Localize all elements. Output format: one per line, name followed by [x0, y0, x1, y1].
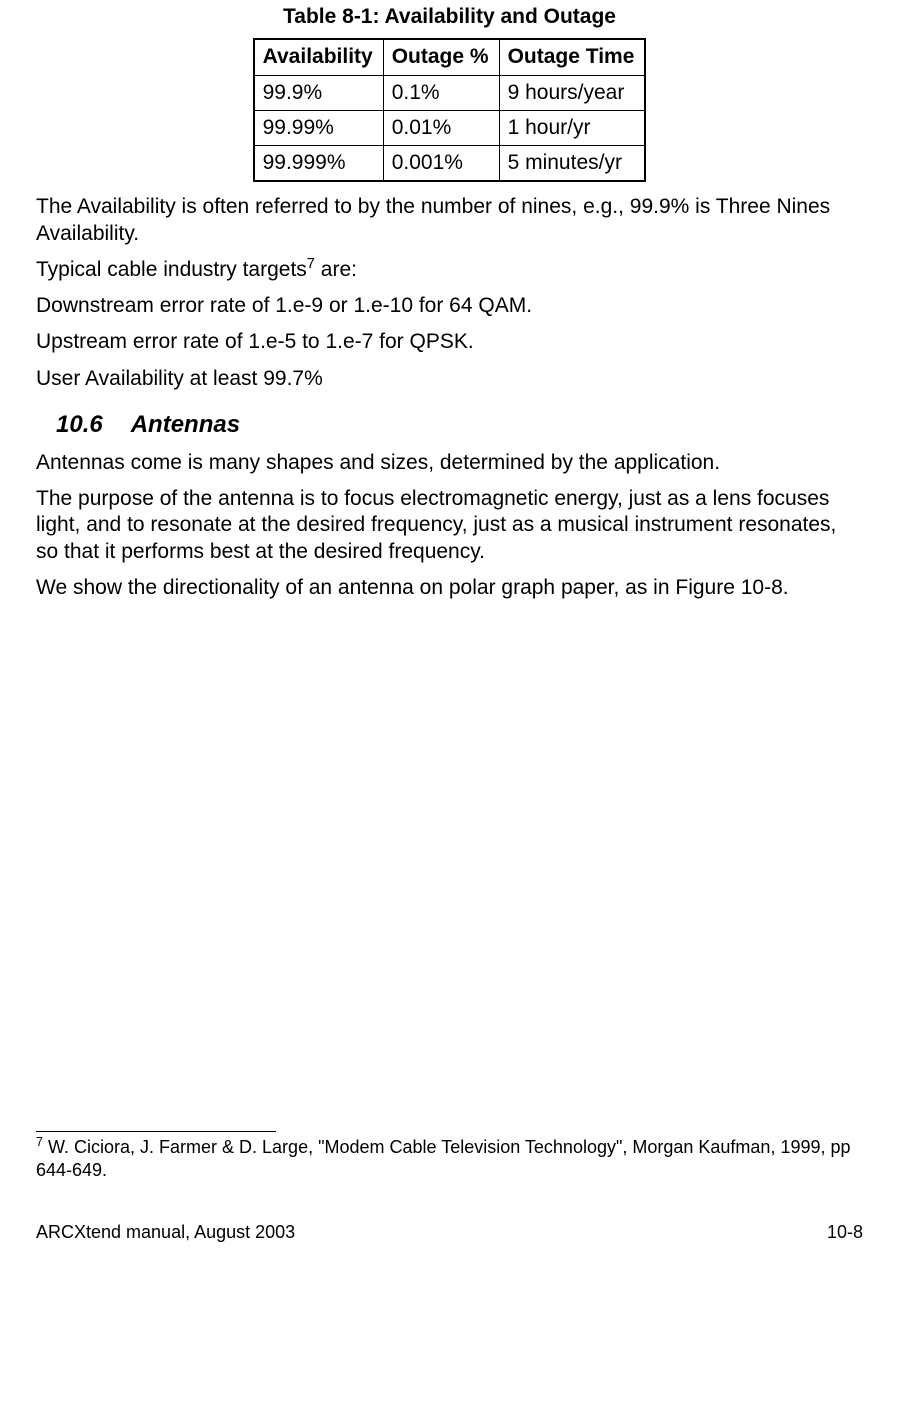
footnote-ref: 7 — [307, 256, 315, 272]
para-antennas-1: Antennas come is many shapes and sizes, … — [36, 450, 863, 476]
para-targets: Typical cable industry targets7 are: — [36, 257, 863, 283]
para-upstream: Upstream error rate of 1.e-5 to 1.e-7 fo… — [36, 329, 863, 355]
section-number: 10.6 — [56, 411, 103, 438]
cell: 5 minutes/yr — [499, 146, 645, 182]
col-outage-pct: Outage % — [383, 39, 499, 75]
para-antennas-2: The purpose of the antenna is to focus e… — [36, 486, 863, 565]
table-row: 99.9% 0.1% 9 hours/year — [254, 75, 646, 110]
section-title: Antennas — [131, 411, 240, 438]
availability-table: Availability Outage % Outage Time 99.9% … — [253, 38, 647, 182]
table-row: 99.99% 0.01% 1 hour/yr — [254, 110, 646, 145]
text: are: — [315, 258, 357, 281]
text: Typical cable industry targets — [36, 258, 307, 281]
section-heading: 10.6 Antennas — [56, 410, 863, 440]
cell: 99.999% — [254, 146, 384, 182]
footnote-number: 7 — [36, 1135, 43, 1149]
footnote: 7 W. Ciciora, J. Farmer & D. Large, "Mod… — [36, 1136, 863, 1181]
footnote-text: W. Ciciora, J. Farmer & D. Large, "Modem… — [36, 1137, 851, 1180]
para-user-availability: User Availability at least 99.7% — [36, 366, 863, 392]
footer-left: ARCXtend manual, August 2003 — [36, 1221, 295, 1244]
para-antennas-3: We show the directionality of an antenna… — [36, 575, 863, 601]
para-nines: The Availability is often referred to by… — [36, 194, 863, 247]
page-footer: ARCXtend manual, August 2003 10-8 — [36, 1221, 863, 1264]
table-header-row: Availability Outage % Outage Time — [254, 39, 646, 75]
footnote-separator — [36, 1131, 276, 1132]
cell: 0.001% — [383, 146, 499, 182]
para-downstream: Downstream error rate of 1.e-9 or 1.e-10… — [36, 293, 863, 319]
table-caption: Table 8-1: Availability and Outage — [36, 4, 863, 30]
cell: 99.99% — [254, 110, 384, 145]
cell: 99.9% — [254, 75, 384, 110]
cell: 0.1% — [383, 75, 499, 110]
cell: 0.01% — [383, 110, 499, 145]
cell: 1 hour/yr — [499, 110, 645, 145]
cell: 9 hours/year — [499, 75, 645, 110]
col-availability: Availability — [254, 39, 384, 75]
col-outage-time: Outage Time — [499, 39, 645, 75]
footer-right: 10-8 — [827, 1221, 863, 1244]
table-row: 99.999% 0.001% 5 minutes/yr — [254, 146, 646, 182]
